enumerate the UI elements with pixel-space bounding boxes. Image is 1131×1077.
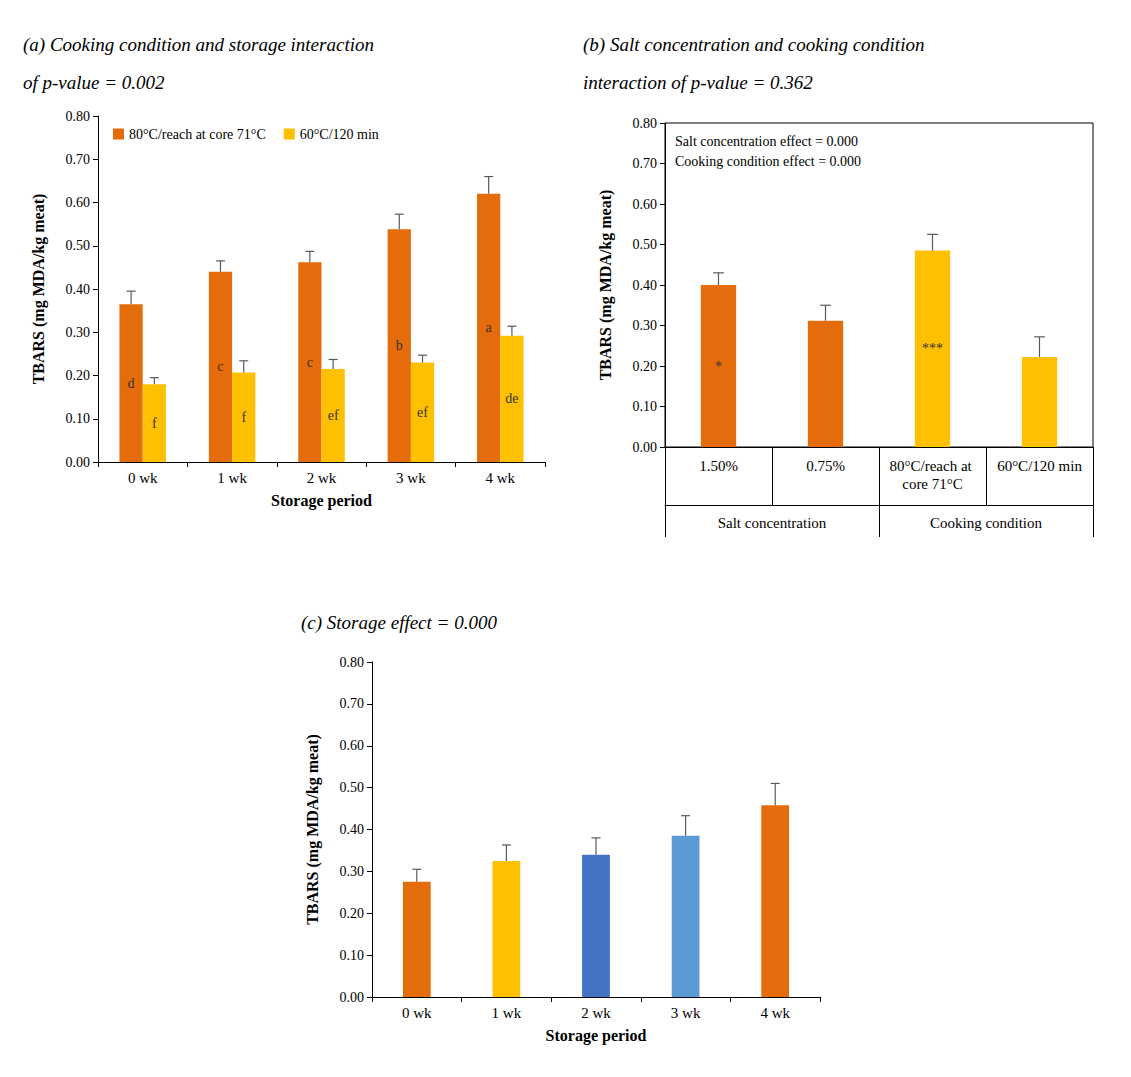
svg-text:f: f [152, 416, 157, 431]
svg-text:0.80: 0.80 [66, 109, 91, 124]
svg-text:b: b [396, 338, 403, 353]
svg-text:TBARS (mg MDA/kg meat): TBARS (mg MDA/kg meat) [597, 190, 615, 381]
svg-text:(b) Salt concentration and coo: (b) Salt concentration and cooking condi… [583, 34, 929, 56]
svg-text:0.20: 0.20 [340, 906, 365, 921]
svg-text:ef: ef [328, 408, 339, 423]
svg-text:1 wk: 1 wk [492, 1005, 522, 1021]
svg-text:60°C/120 min: 60°C/120 min [997, 458, 1082, 474]
svg-text:TBARS (mg MDA/kg meat): TBARS (mg MDA/kg meat) [304, 734, 322, 925]
svg-text:80°C/reach at core 71°C: 80°C/reach at core 71°C [129, 127, 266, 142]
svg-text:0.00: 0.00 [340, 990, 365, 1005]
svg-text:1.50%: 1.50% [699, 458, 738, 474]
svg-text:0.10: 0.10 [66, 411, 91, 426]
svg-text:(c) Storage effect = 0.000: (c) Storage effect = 0.000 [301, 612, 497, 634]
svg-text:0.75%: 0.75% [806, 458, 845, 474]
svg-text:0.80: 0.80 [633, 116, 658, 131]
svg-text:0.20: 0.20 [633, 359, 658, 374]
svg-text:ef: ef [417, 405, 428, 420]
svg-text:2 wk: 2 wk [307, 470, 337, 486]
svg-text:2 wk: 2 wk [581, 1005, 611, 1021]
svg-text:c: c [217, 359, 223, 374]
svg-text:0.30: 0.30 [633, 318, 658, 333]
svg-text:Cooking condition: Cooking condition [930, 515, 1043, 531]
svg-text:0.60: 0.60 [66, 195, 91, 210]
svg-text:0.00: 0.00 [66, 455, 91, 470]
svg-text:0.80: 0.80 [340, 655, 365, 670]
svg-text:Storage period: Storage period [271, 492, 372, 510]
svg-text:interaction of p-value = 0.362: interaction of p-value = 0.362 [583, 72, 813, 93]
svg-text:0.10: 0.10 [633, 399, 658, 414]
svg-text:Cooking condition effect = 0.0: Cooking condition effect = 0.000 [675, 154, 861, 169]
svg-text:Storage period: Storage period [546, 1027, 647, 1045]
svg-text:0.70: 0.70 [633, 156, 658, 171]
svg-text:3 wk: 3 wk [396, 470, 426, 486]
svg-text:0.20: 0.20 [66, 368, 91, 383]
svg-text:80°C/reach at: 80°C/reach at [890, 458, 976, 474]
svg-text:0.30: 0.30 [340, 864, 365, 879]
svg-text:d: d [128, 376, 135, 391]
svg-text:0.70: 0.70 [66, 152, 91, 167]
svg-text:*: * [715, 359, 722, 374]
svg-text:Salt concentration: Salt concentration [718, 515, 827, 531]
svg-text:Salt concentration effect = 0.: Salt concentration effect = 0.000 [675, 134, 858, 149]
svg-text:0.50: 0.50 [66, 238, 91, 253]
svg-text:0 wk: 0 wk [128, 470, 158, 486]
svg-text:0.10: 0.10 [340, 948, 365, 963]
svg-text:0.60: 0.60 [340, 738, 365, 753]
svg-text:c: c [307, 355, 313, 370]
svg-text:0.40: 0.40 [633, 278, 658, 293]
svg-text:0.60: 0.60 [633, 197, 658, 212]
svg-text:0.50: 0.50 [633, 237, 658, 252]
svg-text:***: *** [922, 341, 943, 356]
svg-text:0.30: 0.30 [66, 325, 91, 340]
svg-text:4 wk: 4 wk [760, 1005, 790, 1021]
svg-text:60°C/120 min: 60°C/120 min [300, 127, 379, 142]
svg-text:0.50: 0.50 [340, 780, 365, 795]
svg-text:(a) Cooking condition and stor: (a) Cooking condition and storage intera… [23, 34, 379, 56]
svg-text:4 wk: 4 wk [486, 470, 516, 486]
svg-text:0.40: 0.40 [66, 282, 91, 297]
svg-text:of p-value = 0.002: of p-value = 0.002 [23, 72, 165, 93]
svg-text:0.70: 0.70 [340, 696, 365, 711]
svg-text:core 71°C: core 71°C [902, 476, 963, 492]
svg-text:1 wk: 1 wk [217, 470, 247, 486]
svg-text:de: de [505, 391, 518, 406]
svg-text:0.40: 0.40 [340, 822, 365, 837]
svg-text:0 wk: 0 wk [402, 1005, 432, 1021]
svg-text:f: f [241, 410, 246, 425]
svg-text:a: a [486, 320, 493, 335]
svg-text:0.00: 0.00 [633, 440, 658, 455]
svg-text:TBARS (mg MDA/kg meat): TBARS (mg MDA/kg meat) [30, 194, 48, 385]
svg-text:3 wk: 3 wk [671, 1005, 701, 1021]
